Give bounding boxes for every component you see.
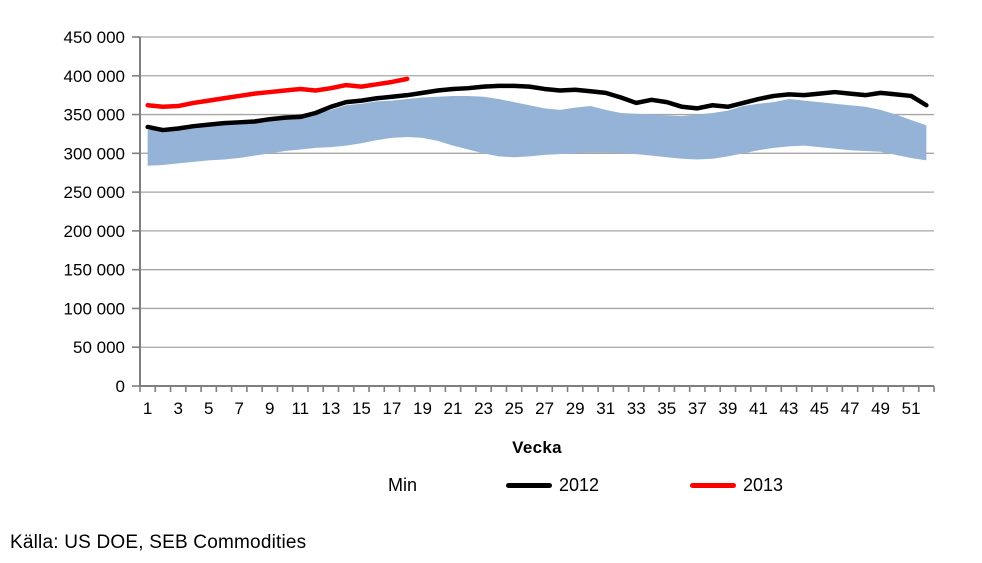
y-tick-label: 50 000 bbox=[73, 338, 125, 357]
x-tick-label: 19 bbox=[413, 399, 432, 418]
x-tick-label: 25 bbox=[505, 399, 524, 418]
legend-2012-line-swatch bbox=[506, 482, 552, 488]
x-tick-label: 29 bbox=[566, 399, 585, 418]
series-2013-line bbox=[145, 76, 410, 110]
x-tick-label: 27 bbox=[535, 399, 554, 418]
y-tick-label: 150 000 bbox=[64, 261, 125, 280]
legend-2013-line-swatch bbox=[690, 482, 736, 488]
legend-2012-label: 2012 bbox=[559, 474, 600, 495]
x-tick-label: 7 bbox=[235, 399, 244, 418]
x-tick-label: 39 bbox=[718, 399, 737, 418]
x-tick-label: 17 bbox=[382, 399, 401, 418]
y-tick-label: 450 000 bbox=[64, 28, 125, 47]
x-tick-label: 11 bbox=[291, 399, 309, 418]
legend-item-2012: 2012 bbox=[506, 474, 599, 496]
legend-min-label: Min bbox=[388, 474, 418, 495]
x-tick-label: 41 bbox=[749, 399, 768, 418]
y-tick-label: 100 000 bbox=[64, 299, 125, 318]
y-tick-label: 400 000 bbox=[64, 67, 125, 86]
x-tick-label: 3 bbox=[173, 399, 182, 418]
x-tick-label: 43 bbox=[779, 399, 798, 418]
legend-item-2013: 2013 bbox=[690, 474, 783, 496]
source-note: Källa: US DOE, SEB Commodities bbox=[10, 532, 307, 553]
y-tick-label: 0 bbox=[116, 377, 125, 396]
y-tick-label: 200 000 bbox=[64, 222, 125, 241]
x-tick-label: 45 bbox=[810, 399, 829, 418]
x-tick-label: 9 bbox=[265, 399, 274, 418]
legend-item-min: Min bbox=[388, 474, 417, 496]
x-tick-label: 1 bbox=[143, 399, 152, 418]
y-tick-label: 300 000 bbox=[64, 144, 125, 163]
x-tick-label: 51 bbox=[902, 399, 921, 418]
x-tick-label: 31 bbox=[596, 399, 615, 418]
x-tick-label: 21 bbox=[444, 399, 463, 418]
x-tick-label: 15 bbox=[352, 399, 371, 418]
y-tick-label: 250 000 bbox=[64, 183, 125, 202]
x-tick-label: 37 bbox=[688, 399, 707, 418]
x-tick-label: 5 bbox=[204, 399, 213, 418]
x-tick-label: 35 bbox=[657, 399, 676, 418]
x-tick-label: 47 bbox=[841, 399, 860, 418]
x-tick-label: 33 bbox=[627, 399, 646, 418]
min-max-band bbox=[147, 95, 927, 166]
x-axis-title: Vecka bbox=[512, 438, 562, 457]
x-tick-label: 49 bbox=[871, 399, 890, 418]
x-tick-label: 23 bbox=[474, 399, 493, 418]
y-tick-label: 350 000 bbox=[64, 106, 125, 125]
x-tick-label: 13 bbox=[321, 399, 340, 418]
chart-legend: Min 2012 2013 bbox=[0, 474, 982, 498]
inventory-line-chart: 0 50 000 100 000 150 000 200 000 250 000 300 0… bbox=[64, 28, 935, 418]
series-2012-line bbox=[145, 83, 929, 133]
legend-2013-label: 2013 bbox=[743, 474, 784, 495]
